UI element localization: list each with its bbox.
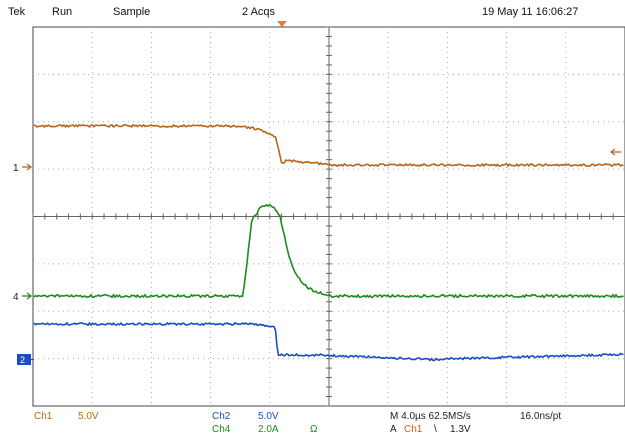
trigger-slope-icon[interactable]: \ bbox=[434, 424, 437, 435]
run-state[interactable]: Run bbox=[52, 6, 73, 18]
acquisition-count: 2 Acqs bbox=[242, 6, 276, 18]
svg-text:4: 4 bbox=[13, 292, 19, 303]
ch4-waveform bbox=[33, 203, 624, 299]
date-time: 19 May 11 16:06:27 bbox=[482, 6, 579, 18]
ch4-scale[interactable]: 2.0A bbox=[258, 424, 279, 435]
ch4-ground-marker[interactable]: 4 bbox=[13, 292, 32, 303]
graticule-grid bbox=[32, 26, 625, 407]
timebase-readout[interactable]: M 4.0µs 62.5MS/s bbox=[390, 411, 471, 422]
ch2-ground-marker[interactable]: 2 bbox=[17, 354, 34, 365]
ch2-waveform bbox=[33, 321, 624, 362]
ch2-scale[interactable]: 5.0V bbox=[258, 411, 279, 422]
ch1-scale[interactable]: 5.0V bbox=[78, 411, 99, 422]
readout-bar: Ch1 5.0V Ch2 5.0V Ch4 2.0A Ω M 4.0µs 62.… bbox=[0, 408, 625, 441]
trigger-level[interactable]: 1.3V bbox=[450, 424, 471, 435]
ch1-label[interactable]: Ch1 bbox=[34, 411, 53, 422]
record-resolution: 16.0ns/pt bbox=[520, 411, 562, 422]
ch4-label[interactable]: Ch4 bbox=[212, 424, 231, 435]
trigger-source[interactable]: Ch1 bbox=[404, 424, 423, 435]
ch1-ground-marker[interactable]: 1 bbox=[13, 163, 32, 174]
status-bar: Tek Run Sample 2 Acqs 19 May 11 16:06:27 bbox=[0, 0, 625, 20]
brand-label: Tek bbox=[8, 6, 26, 18]
trigger-level-marker[interactable] bbox=[610, 148, 621, 156]
trigger-position-marker[interactable] bbox=[277, 21, 287, 27]
ch4-termination: Ω bbox=[310, 424, 318, 435]
acquisition-mode[interactable]: Sample bbox=[113, 6, 151, 18]
ch1-waveform bbox=[33, 123, 624, 168]
ch2-label[interactable]: Ch2 bbox=[212, 411, 231, 422]
svg-text:2: 2 bbox=[20, 355, 25, 365]
trigger-prefix: A bbox=[390, 424, 397, 435]
svg-text:1: 1 bbox=[13, 163, 19, 174]
